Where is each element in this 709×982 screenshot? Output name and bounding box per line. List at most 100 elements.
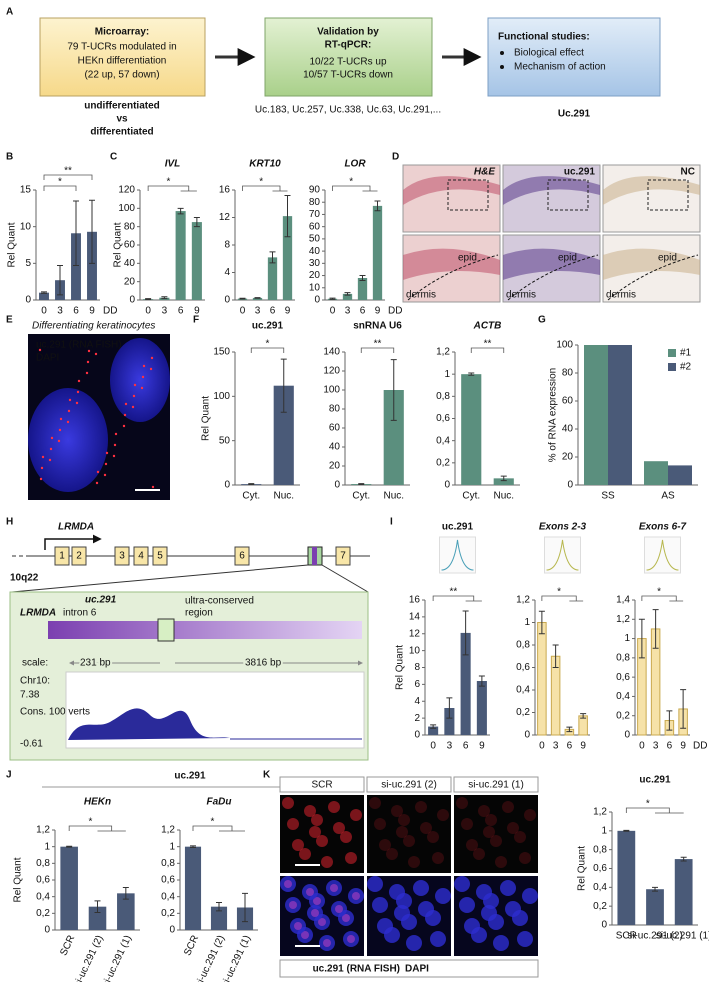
x-tick-label: 3 (255, 306, 261, 317)
fish-dot (41, 455, 45, 459)
intron-gene: LRMDA (20, 608, 56, 619)
legend-swatch (668, 363, 676, 371)
y-tick-label: 0,8 (593, 844, 607, 855)
significance-label: * (657, 587, 661, 598)
box-text: 79 T-UCRs modulated in (67, 42, 176, 53)
y-tick-label: 100 (323, 385, 340, 396)
tss-arrow (44, 534, 102, 550)
image-title: Differentiating keratinocytes (32, 321, 155, 332)
y-tick-label: 0,8 (516, 640, 530, 651)
inset-outline (447, 179, 489, 211)
y-tick-label: 120 (118, 185, 135, 196)
column-label: SCR (311, 780, 332, 791)
y-tick-label: 0 (567, 480, 573, 491)
y-tick-label: 0,8 (616, 652, 630, 663)
y-tick-label: 5 (25, 258, 31, 269)
fish-dot (96, 470, 100, 474)
fish-dot (105, 451, 109, 455)
ucr-label: region (185, 608, 213, 619)
bar (372, 205, 383, 300)
exon (133, 546, 149, 566)
error-bar (652, 886, 658, 892)
error-bar (680, 689, 687, 729)
bar (273, 385, 294, 485)
fish-dot (67, 409, 71, 413)
error-bar (242, 892, 248, 923)
fish-dot (142, 364, 146, 368)
gene-name: LRMDA (58, 522, 94, 533)
y-tick-label: 80 (124, 221, 136, 232)
x-tick-label: SCR (182, 934, 201, 958)
y-tick-label: 0 (334, 480, 340, 491)
y-tick-label: 1 (524, 617, 530, 628)
x-tick-label: Cyt. (242, 491, 260, 502)
stain-label: uc.291 (RNA FISH) (36, 340, 122, 351)
y-tick-label: 0 (601, 920, 607, 931)
panel-title: uc.291 (174, 771, 206, 782)
bullet (500, 65, 504, 69)
x-unit: DD (103, 306, 117, 317)
exon-label: 3 (119, 551, 125, 562)
bar (608, 345, 632, 485)
cell-red (398, 814, 410, 826)
exon (54, 546, 70, 566)
box-text: HEKn differentiation (78, 56, 167, 67)
y-tick-label: 0,8 (436, 391, 450, 402)
y-tick-label: 1,2 (161, 825, 175, 836)
significance-label: * (211, 817, 215, 828)
error-bar (248, 483, 255, 486)
x-tick-label: 0 (240, 306, 246, 317)
bar (267, 257, 278, 300)
scale-value: 231 bp (80, 658, 111, 669)
border (507, 254, 599, 301)
bar (550, 655, 561, 736)
x-tick-label: 0 (430, 741, 436, 752)
cell-red (478, 805, 490, 817)
significance-label: ** (450, 587, 458, 598)
exon-label: 4 (138, 551, 144, 562)
tissue (603, 176, 700, 205)
y-tick-label: 1 (44, 841, 50, 852)
significance-bracket (68, 825, 126, 832)
x-unit: DD (388, 306, 402, 317)
y-tick-label: 0,6 (161, 875, 175, 886)
fish-dot (132, 394, 136, 398)
y-tick-label: 0 (524, 730, 530, 741)
y-tick-label: 0 (224, 480, 230, 491)
exon (114, 546, 130, 566)
y-tick-label: 4 (414, 696, 420, 707)
legend-label: #2 (680, 362, 692, 373)
box (39, 17, 206, 97)
browser-label: 7.38 (20, 690, 40, 701)
bar (87, 231, 97, 300)
error-bar (280, 358, 287, 413)
cell-red (379, 839, 391, 851)
panel-label: E (6, 315, 13, 326)
y-tick-label: 60 (329, 423, 341, 434)
column-label: uc.291 (564, 167, 596, 178)
y-tick-label: 1,2 (36, 825, 50, 836)
cell-blue (372, 897, 388, 913)
bar (88, 906, 107, 930)
y-tick-label: 8 (414, 662, 420, 673)
y-tick-label: 0,4 (161, 891, 175, 902)
y-tick-label: 0,2 (593, 901, 607, 912)
scale-label: scale: (22, 658, 48, 669)
box-caption: Uc.291 (558, 109, 591, 120)
x-tick-label: 9 (479, 741, 485, 752)
border (407, 254, 499, 301)
tissue-label: dermis (606, 290, 636, 301)
y-tick-label: 0 (624, 730, 630, 741)
fish-dot (140, 386, 144, 390)
cell-red (282, 797, 294, 809)
significance-label: * (557, 587, 561, 598)
y-tick-label: 0,4 (516, 685, 530, 696)
cell-blue (406, 935, 422, 951)
box-text: 10/22 T-UCRs up (309, 57, 387, 68)
fish-dot (112, 454, 116, 458)
error-bar (580, 713, 587, 719)
x-tick-label: 6 (270, 306, 276, 317)
y-tick-label: 0,4 (36, 891, 50, 902)
error-bar (652, 609, 659, 649)
column-label: si-uc.291 (2) (381, 780, 437, 791)
